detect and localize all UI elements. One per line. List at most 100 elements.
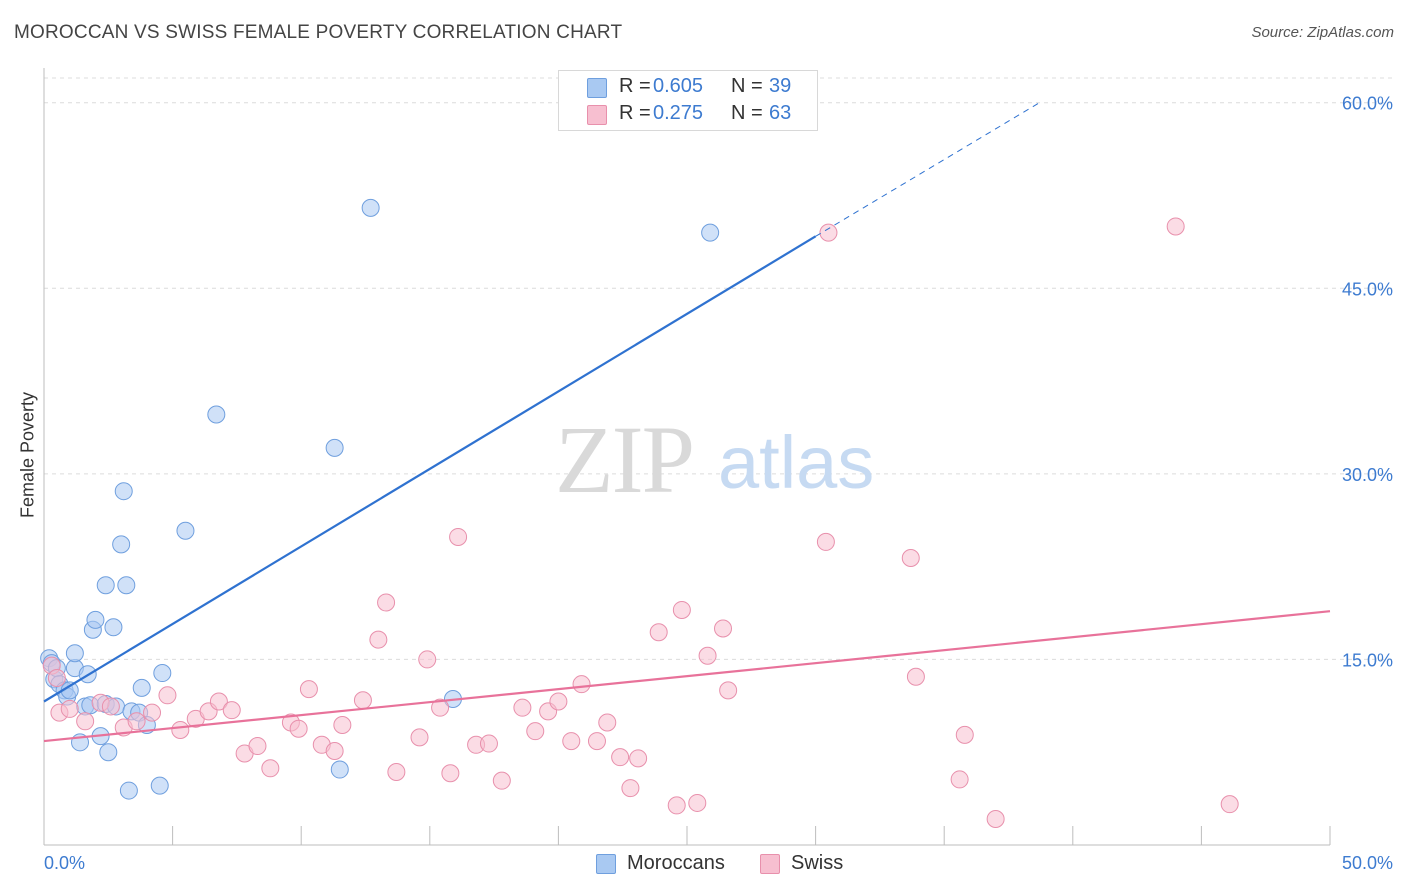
moroccans-point <box>65 644 84 663</box>
r-label: R = <box>619 75 651 97</box>
r-value: 0.605 <box>653 75 704 97</box>
swiss-point <box>986 810 1005 829</box>
moroccans-swatch <box>587 78 607 98</box>
chart-title: MOROCCAN VS SWISS FEMALE POVERTY CORRELA… <box>14 22 623 43</box>
swiss-point <box>492 771 511 790</box>
n-value: 39 <box>769 75 792 97</box>
swiss-point <box>598 713 617 732</box>
swiss-point <box>143 703 162 722</box>
moroccans-point <box>99 743 118 762</box>
y-tick-label: 30.0% <box>1342 465 1393 485</box>
swiss-point <box>209 692 228 711</box>
swiss-point <box>325 741 344 760</box>
trend-lines <box>43 102 1331 743</box>
swiss-point <box>369 630 388 649</box>
moroccans-point <box>361 198 380 217</box>
swiss-point <box>672 600 691 619</box>
swiss-point <box>667 796 686 815</box>
swiss-point <box>629 749 648 768</box>
swiss-point <box>47 668 66 687</box>
swiss-point <box>333 716 352 735</box>
y-tick-label: 45.0% <box>1342 279 1393 299</box>
moroccans-point <box>132 678 151 697</box>
swiss-point <box>222 701 241 720</box>
moroccans-point <box>325 438 344 457</box>
swiss-point <box>101 697 120 716</box>
swiss-point <box>649 623 668 642</box>
swiss-point <box>719 681 738 700</box>
axes <box>43 68 1331 846</box>
swiss-point <box>562 732 581 751</box>
legend-row-moroccans: R = 0.605 N = 39 <box>559 75 817 101</box>
swiss-point <box>449 527 468 546</box>
moroccans-point <box>119 781 138 800</box>
moroccans-point <box>86 610 105 629</box>
swiss-trend-line <box>43 610 1331 743</box>
swiss-point <box>587 732 606 751</box>
swiss-point <box>698 646 717 665</box>
x-tick-labels: 0.0% 50.0% <box>44 853 1393 873</box>
n-label: N = <box>731 75 763 97</box>
x-tick-label: 0.0% <box>44 853 85 873</box>
watermark-zip: ZIP <box>555 406 693 513</box>
data-points <box>40 198 1239 829</box>
swiss-point <box>621 779 640 798</box>
swiss-point <box>158 686 177 705</box>
moroccans-trend-line <box>43 235 817 703</box>
moroccans-point <box>112 535 131 554</box>
legend-row-swiss: R = 0.275 N = 63 <box>559 102 817 128</box>
y-tick-labels: 15.0% 30.0% 45.0% 60.0% <box>1342 94 1393 671</box>
series-legend: Moroccans Swiss <box>0 850 1406 880</box>
swiss-point <box>572 675 591 694</box>
n-label: N = <box>731 102 763 124</box>
swiss-point <box>526 722 545 741</box>
swiss-point <box>410 728 429 747</box>
swiss-point <box>950 770 969 789</box>
swiss-point <box>901 548 920 567</box>
swiss-point <box>549 692 568 711</box>
swiss-point <box>906 667 925 686</box>
swiss-point <box>479 734 498 753</box>
swiss-point <box>611 748 630 767</box>
swiss-swatch <box>760 854 780 874</box>
moroccans-point <box>150 776 169 795</box>
y-axis-label: Female Poverty <box>17 391 38 519</box>
swiss-point <box>418 650 437 669</box>
swiss-point <box>816 532 835 551</box>
swiss-point <box>1166 217 1185 236</box>
swiss-point <box>387 763 406 782</box>
watermark: ZIP atlas <box>555 406 874 513</box>
r-value: 0.275 <box>653 102 704 124</box>
swiss-point <box>289 719 308 738</box>
n-value: 63 <box>769 102 792 124</box>
swiss-point <box>76 712 95 731</box>
swiss-point <box>353 691 372 710</box>
watermark-atlas: atlas <box>718 421 874 504</box>
moroccans-trend-extension <box>815 102 1040 237</box>
swiss-point <box>377 593 396 612</box>
swiss-point <box>513 698 532 717</box>
swiss-point <box>171 720 190 739</box>
moroccans-point <box>176 521 195 540</box>
swiss-point <box>299 680 318 699</box>
chart-source: Source: ZipAtlas.com <box>1251 24 1394 41</box>
y-tick-label: 15.0% <box>1342 650 1393 670</box>
moroccans-point <box>153 664 172 683</box>
moroccans-point <box>114 482 133 501</box>
swiss-point <box>261 759 280 778</box>
swiss-point <box>819 223 838 242</box>
moroccans-point <box>96 576 115 595</box>
moroccans-point <box>207 405 226 424</box>
swiss-swatch <box>587 105 607 125</box>
swiss-point <box>955 725 974 744</box>
legend-label: Swiss <box>791 852 844 874</box>
moroccans-point <box>117 576 136 595</box>
swiss-point <box>441 764 460 783</box>
gridlines <box>44 77 1394 660</box>
swiss-point <box>431 698 450 717</box>
legend-label: Moroccans <box>627 852 725 874</box>
x-tick-label: 50.0% <box>1342 853 1393 873</box>
swiss-point <box>714 619 733 638</box>
correlation-legend: R = 0.605 N = 39 R = 0.275 N = 63 <box>558 70 818 131</box>
